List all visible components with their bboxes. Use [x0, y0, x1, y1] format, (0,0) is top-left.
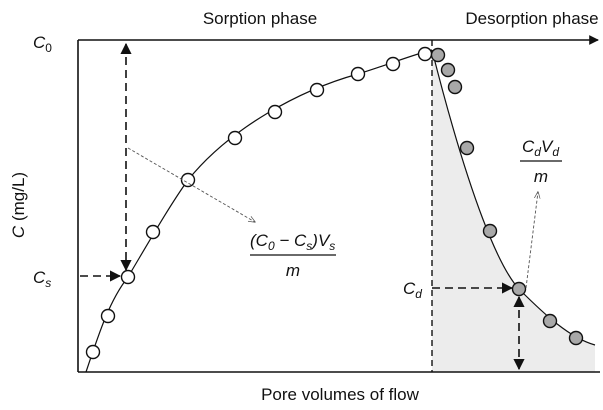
formula-numerator: CdVd [522, 137, 559, 159]
formula-text: (C [250, 231, 269, 250]
formula-text: C [522, 137, 535, 156]
subscript: s [329, 239, 335, 253]
subscript: d [415, 287, 422, 301]
c0-label: C0 [33, 33, 52, 55]
symbol: C [403, 279, 416, 298]
formula-numerator: (C0 − Cs)Vs [250, 231, 335, 253]
cd-label: Cd [403, 279, 422, 301]
sorption-points [85, 46, 433, 360]
cs-label: Cs [33, 268, 51, 290]
desorption-curve [431, 49, 596, 346]
subscript: 0 [45, 41, 52, 55]
subscript: s [45, 276, 51, 290]
phase-label: Sorption phase [203, 9, 317, 28]
phase-label: Desorption phase [465, 9, 598, 28]
subscript: d [552, 145, 559, 159]
symbol: C [9, 225, 28, 238]
x-axis-label: Pore volumes of flow [261, 385, 420, 404]
formula-text: )V [310, 231, 331, 250]
symbol: C [33, 268, 46, 287]
formula-denominator: m [286, 261, 300, 280]
formula-denominator: m [534, 167, 548, 186]
symbol: C [33, 33, 46, 52]
formula-text: − C [275, 231, 307, 250]
unit: (mg/L) [9, 172, 28, 226]
desorption-area [432, 50, 595, 372]
sorption-curve [85, 49, 433, 373]
y-axis-label: C (mg/L) [9, 172, 28, 238]
subscript: 0 [268, 239, 275, 253]
formula-text: V [541, 137, 554, 156]
formula-pointer [525, 192, 538, 289]
subscript: s [306, 239, 312, 253]
formula-pointer [127, 147, 255, 222]
desorption-points [430, 47, 584, 346]
subscript: d [534, 145, 541, 159]
